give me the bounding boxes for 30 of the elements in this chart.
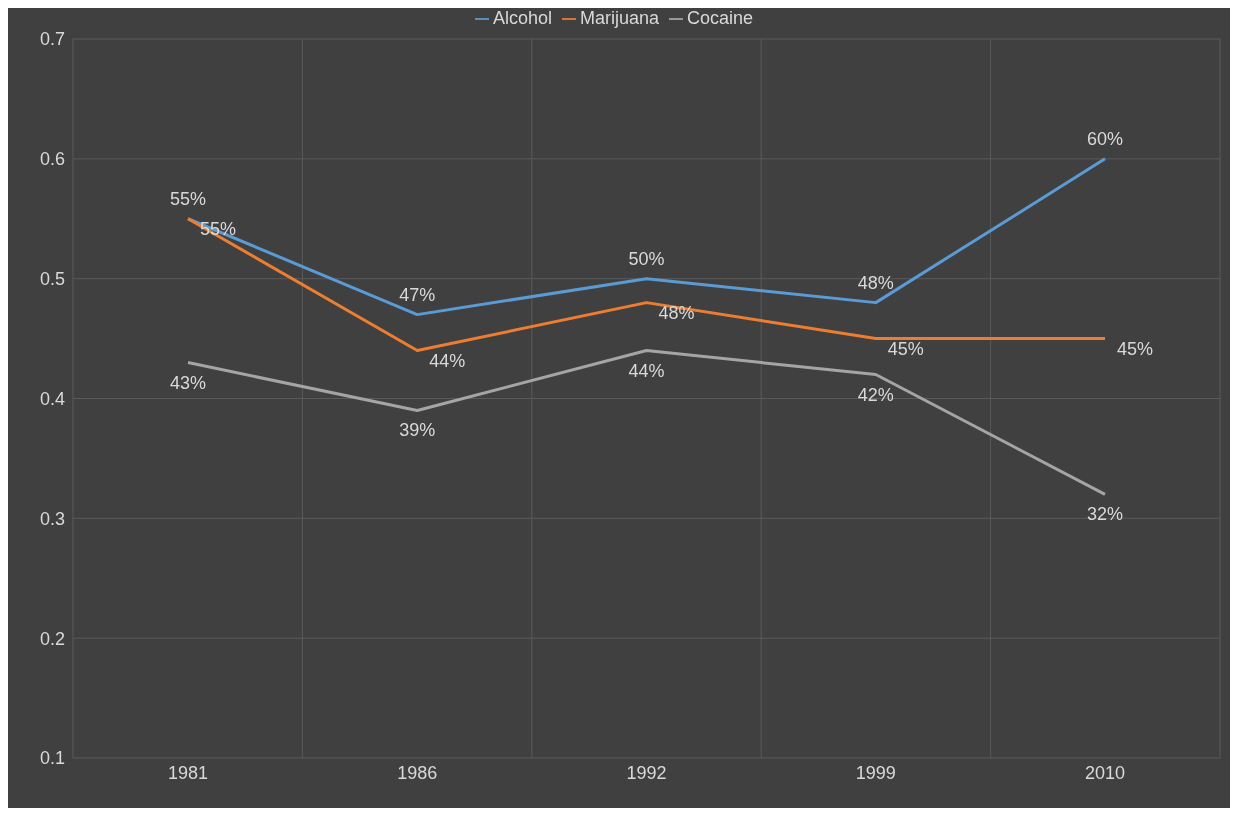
data-label: 45% xyxy=(887,338,924,359)
y-tick-label: 0.5 xyxy=(39,269,65,290)
data-label: 48% xyxy=(658,302,695,323)
line-series xyxy=(186,217,1107,353)
data-label: 44% xyxy=(429,350,466,371)
y-tick-label: 0.6 xyxy=(39,149,65,170)
data-label: 50% xyxy=(628,248,665,269)
legend-label: Marijuana xyxy=(579,8,660,28)
data-label: 47% xyxy=(399,284,436,305)
x-tick-label: 1986 xyxy=(397,762,438,783)
y-tick-label: 0.4 xyxy=(39,388,65,409)
y-tick-label: 0.2 xyxy=(39,628,65,649)
data-label: 48% xyxy=(857,272,894,293)
data-label: 43% xyxy=(169,372,207,393)
data-label: 39% xyxy=(399,420,436,441)
x-tick-label: 2010 xyxy=(1084,762,1126,783)
x-tick-label: 1981 xyxy=(167,762,209,783)
data-label: 44% xyxy=(628,360,665,381)
data-label: 55% xyxy=(169,188,207,209)
data-label: 32% xyxy=(1086,504,1124,525)
x-tick-label: 1999 xyxy=(855,762,896,783)
x-tick-label: 1992 xyxy=(626,762,667,783)
data-label: 60% xyxy=(1086,128,1124,149)
y-tick-label: 0.3 xyxy=(39,508,65,529)
legend-label: Cocaine xyxy=(687,8,754,28)
y-tick-label: 0.7 xyxy=(39,29,65,50)
y-tick-label: 0.1 xyxy=(39,748,65,769)
data-label: 45% xyxy=(1116,338,1154,359)
data-label: 42% xyxy=(857,384,894,405)
legend-label: Alcohol xyxy=(492,8,552,28)
